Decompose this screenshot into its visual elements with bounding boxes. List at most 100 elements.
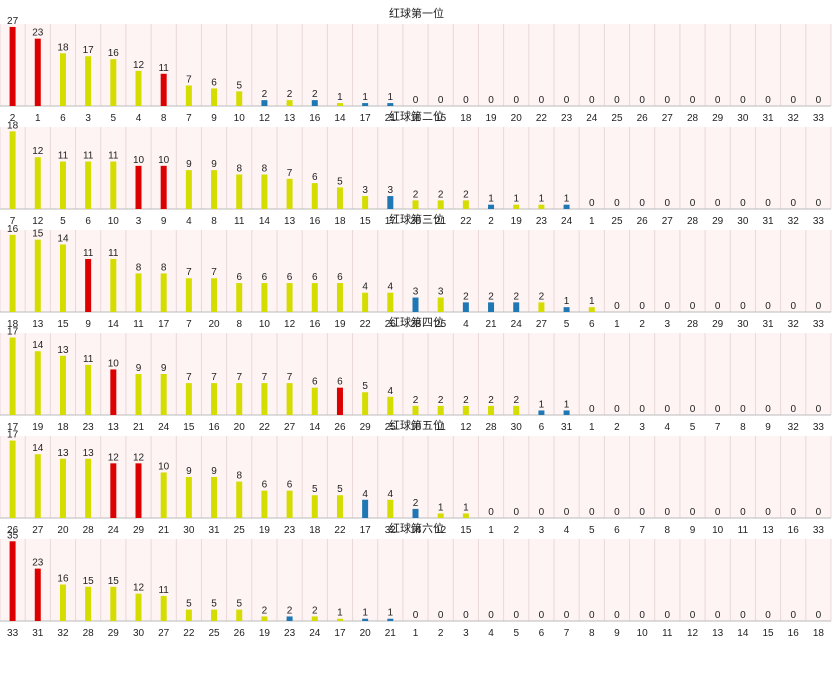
value-label: 0 [816, 610, 822, 621]
value-label: 0 [665, 610, 671, 621]
value-label: 2 [413, 189, 419, 200]
value-label: 1 [539, 399, 545, 410]
category-label: 26 [385, 319, 397, 330]
category-label: 19 [32, 422, 44, 433]
bar [588, 307, 595, 312]
category-label: 10 [108, 216, 120, 227]
category-label: 29 [108, 628, 120, 639]
bar [160, 595, 167, 621]
value-label: 0 [589, 404, 595, 415]
category-label: 31 [762, 113, 774, 124]
bar [9, 337, 16, 415]
category-label: 17 [360, 113, 372, 124]
category-label: 23 [284, 628, 296, 639]
category-label: 1 [589, 422, 595, 433]
value-label: 16 [57, 574, 69, 585]
value-label: 0 [715, 198, 721, 209]
value-label: 12 [133, 60, 145, 71]
category-label: 13 [762, 525, 774, 536]
bar [336, 495, 343, 518]
category-label: 23 [83, 422, 95, 433]
category-label: 19 [485, 113, 497, 124]
value-label: 0 [639, 404, 645, 415]
category-label: 4 [488, 628, 494, 639]
bar [286, 283, 293, 312]
bar [336, 187, 343, 209]
category-label: 20 [57, 525, 69, 536]
category-label: 22 [183, 628, 195, 639]
value-label: 11 [83, 248, 94, 259]
value-label: 0 [740, 95, 746, 106]
bar [336, 103, 343, 106]
bar [211, 170, 218, 209]
bar [538, 302, 545, 312]
category-label: 16 [309, 319, 321, 330]
value-label: 9 [161, 363, 167, 374]
bar [311, 283, 318, 312]
category-label: 19 [334, 319, 346, 330]
value-label: 17 [83, 45, 95, 56]
value-label: 11 [158, 585, 169, 596]
bar [538, 204, 545, 209]
bar [9, 234, 16, 312]
value-label: 2 [513, 395, 519, 406]
value-label: 0 [790, 610, 796, 621]
value-label: 0 [614, 610, 620, 621]
category-label: 7 [186, 319, 192, 330]
bar [563, 307, 570, 312]
chart-title: 红球第一位 [389, 6, 444, 20]
value-label: 2 [312, 605, 318, 616]
value-label: 0 [816, 507, 822, 518]
category-label: 9 [85, 319, 91, 330]
value-label: 11 [158, 63, 169, 74]
value-label: 10 [108, 358, 120, 369]
bar [387, 618, 394, 621]
value-label: 2 [413, 395, 419, 406]
category-label: 17 [385, 216, 397, 227]
category-label: 30 [737, 216, 749, 227]
category-label: 9 [211, 113, 217, 124]
bar [387, 499, 394, 518]
category-label: 28 [485, 422, 497, 433]
value-label: 0 [614, 507, 620, 518]
value-label: 14 [32, 340, 44, 351]
category-label: 19 [511, 216, 523, 227]
value-label: 2 [262, 89, 268, 100]
bar [85, 56, 92, 106]
category-label: 27 [536, 319, 548, 330]
bar [211, 383, 218, 415]
value-label: 5 [236, 80, 242, 91]
category-label: 24 [586, 113, 598, 124]
value-label: 4 [388, 282, 394, 293]
bar [110, 586, 117, 621]
category-label: 28 [83, 628, 95, 639]
category-label: 26 [7, 525, 19, 536]
bar [286, 490, 293, 518]
bar [387, 103, 394, 106]
category-label: 11 [435, 422, 446, 433]
bar [185, 477, 192, 518]
value-label: 2 [312, 89, 318, 100]
category-label: 19 [259, 628, 271, 639]
value-label: 1 [362, 92, 368, 103]
bar [362, 103, 369, 106]
bar [185, 278, 192, 312]
value-label: 2 [513, 291, 519, 302]
value-label: 0 [765, 198, 771, 209]
category-label: 3 [85, 113, 91, 124]
bar [34, 568, 41, 621]
value-label: 0 [740, 507, 746, 518]
value-label: 10 [158, 155, 170, 166]
value-label: 0 [765, 404, 771, 415]
bar [9, 26, 16, 106]
category-label: 21 [485, 319, 497, 330]
bar [437, 513, 444, 518]
category-label: 10 [410, 422, 422, 433]
category-label: 33 [813, 422, 825, 433]
value-label: 9 [211, 159, 217, 170]
bar [513, 204, 520, 209]
bar [412, 508, 419, 518]
value-label: 7 [211, 372, 217, 383]
category-label: 16 [309, 113, 321, 124]
bar [160, 374, 167, 415]
